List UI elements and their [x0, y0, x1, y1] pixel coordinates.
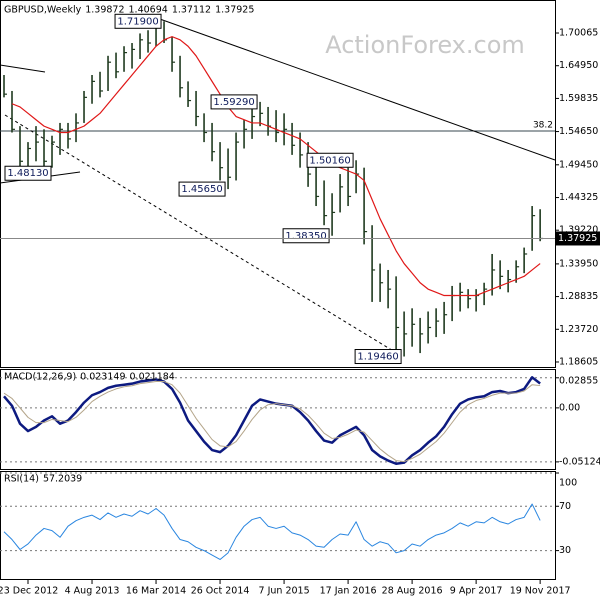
price-panel [0, 0, 556, 368]
price-label: 1.38350 [285, 231, 326, 242]
x-tick-label: 4 Aug 2013 [65, 586, 120, 597]
y-tick-label: 70 [559, 501, 571, 512]
price-label: 1.19460 [357, 352, 398, 363]
x-tick-label: 17 Jan 2016 [320, 586, 377, 597]
trend-line [4, 114, 396, 353]
y-tick-label: 1.23720 [559, 324, 598, 335]
trend-line [0, 64, 46, 73]
y-tick-label: 1.18605 [559, 356, 598, 367]
y-tick-label: 1.54650 [559, 126, 598, 137]
header: 1.39872 [85, 5, 124, 16]
macd-panel [0, 369, 556, 470]
fib-level-label: 38.2 [533, 121, 553, 131]
indicator-line [3, 376, 541, 465]
trend-line [156, 17, 556, 161]
y-tick-label: 1.59835 [559, 93, 598, 104]
indicator-line [3, 503, 541, 560]
y-tick-label: 1.33950 [559, 258, 598, 269]
price-label: 1.59290 [213, 97, 254, 108]
price-label-box [282, 228, 330, 244]
indicator-title: 57.2039 [43, 474, 82, 485]
y-tick-label: 0.02855 [559, 376, 598, 387]
indicator-title: 0.023149 [80, 372, 125, 383]
price-label: 1.50160 [309, 155, 350, 166]
last-price-label: 1.37925 [558, 233, 597, 244]
indicator-title: RSI(14) [4, 474, 39, 485]
y-tick-label: 1.64950 [559, 60, 598, 71]
last-price-box [555, 231, 600, 246]
rsi-panel [0, 471, 556, 580]
price-label: 1.48130 [7, 168, 48, 179]
price-label: 1.45650 [181, 184, 222, 195]
y-tick-label: 100 [559, 478, 577, 489]
x-tick-label: 7 Jun 2015 [259, 586, 310, 597]
y-tick-label: 1.39220 [559, 225, 598, 236]
x-tick-label: 16 Mar 2014 [126, 586, 186, 597]
y-tick-label: 1.49450 [559, 159, 598, 170]
indicator-line [3, 381, 541, 463]
x-tick-label: 23 Dec 2012 [0, 586, 58, 597]
y-tick-label: 1.70065 [559, 28, 598, 39]
header: 1.40694 [129, 5, 168, 16]
x-tick-label: 26 Oct 2014 [191, 586, 250, 597]
price-label-box [354, 349, 402, 365]
price-label-box [306, 152, 354, 168]
y-tick-label: 1.28835 [559, 291, 598, 302]
y-tick-label: -0.051245 [559, 456, 600, 467]
x-tick-label: 19 Nov 2017 [510, 586, 571, 597]
x-tick-label: 28 Aug 2016 [382, 586, 443, 597]
indicator-title: MACD(12,26,9) [4, 372, 76, 383]
y-tick-label: 0.00 [559, 402, 580, 413]
header: 1.37112 [172, 5, 211, 16]
indicator-title: 0.021184 [130, 372, 175, 383]
moving-average [11, 36, 541, 297]
price-label-box [4, 165, 52, 181]
y-tick-label: 30 [559, 545, 571, 556]
header: GBPUSD,Weekly [4, 5, 82, 16]
header: 1.37925 [215, 5, 254, 16]
price-label-box [178, 181, 226, 197]
price-label: 1.71900 [117, 16, 158, 27]
y-tick-label: 1.44325 [559, 192, 598, 203]
price-label-box [210, 94, 258, 110]
price-label-box [114, 13, 162, 29]
x-tick-label: 9 Apr 2017 [450, 586, 503, 597]
watermark: ActionForex.com [325, 31, 525, 59]
